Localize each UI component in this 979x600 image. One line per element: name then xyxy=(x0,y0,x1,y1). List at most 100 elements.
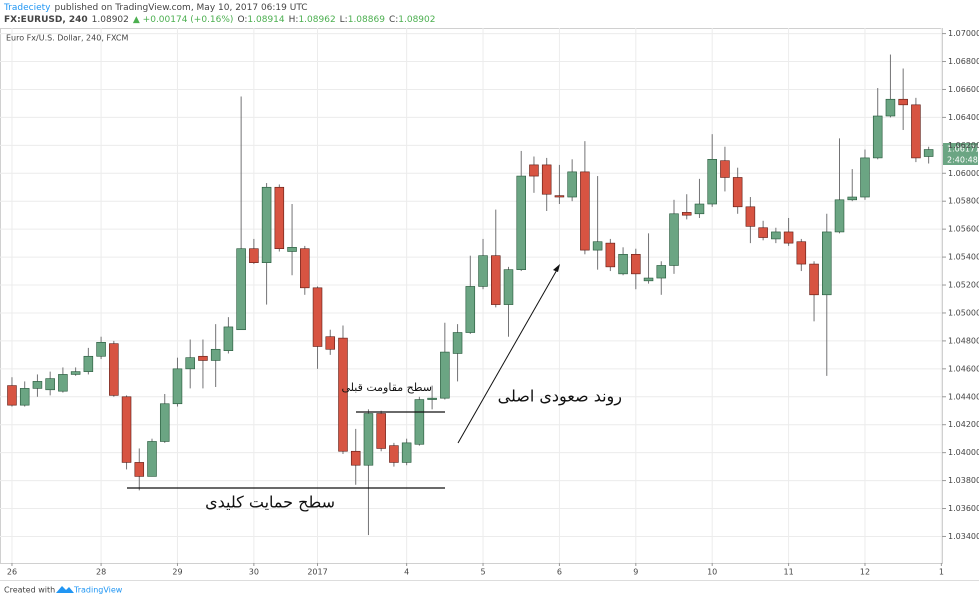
candle-body xyxy=(656,265,667,279)
candle-body xyxy=(236,248,246,331)
y-tick-label: 1.05200 xyxy=(948,281,979,290)
y-tick-label: 1.04800 xyxy=(948,336,979,345)
candle-body xyxy=(720,160,730,178)
candle-body xyxy=(681,212,692,216)
x-tick-label: 9 xyxy=(633,568,638,577)
y-tick-label: 1.04200 xyxy=(948,420,979,429)
candle-body xyxy=(363,413,374,466)
y-tick-label: 1.06800 xyxy=(948,57,979,66)
candle-body xyxy=(185,357,195,370)
candle-body xyxy=(554,195,565,198)
y-tick-label: 1.06200 xyxy=(948,141,979,150)
candle-body xyxy=(249,248,259,263)
candle-body xyxy=(96,341,106,357)
y-tick-label: 1.05400 xyxy=(948,253,979,262)
ohlc-value: 1.08869 xyxy=(348,15,385,25)
ohlc-value: 1.08962 xyxy=(298,15,335,25)
ohlc-label: O: xyxy=(237,15,247,25)
price-label: 1.06171 xyxy=(947,145,979,154)
y-tick-label: 1.03600 xyxy=(948,504,979,513)
candle-body xyxy=(745,206,756,227)
candle-body xyxy=(631,253,641,275)
candle-body xyxy=(172,368,183,405)
candle-body xyxy=(478,255,488,287)
trend-arrow xyxy=(457,267,559,444)
candle-body xyxy=(376,413,386,449)
candle-body xyxy=(516,175,526,270)
candle-body xyxy=(707,159,717,205)
y-tick-label: 1.04400 xyxy=(948,392,979,401)
candle-body xyxy=(389,445,399,463)
candle-body xyxy=(580,171,590,251)
candle-body xyxy=(911,104,921,159)
candle-body xyxy=(147,441,157,477)
countdown-box xyxy=(943,154,978,165)
candle-body xyxy=(860,157,870,198)
price-box xyxy=(943,143,978,154)
x-tick-label: 29 xyxy=(172,568,182,577)
candle-body xyxy=(618,253,628,275)
x-tick-label: 12 xyxy=(860,568,870,577)
candle-body xyxy=(401,442,412,463)
candle-body xyxy=(338,337,348,452)
candle-body xyxy=(274,186,285,250)
candles xyxy=(7,54,934,536)
ohlc-value: 1.08914 xyxy=(247,15,284,25)
candle-body xyxy=(783,231,794,244)
y-tick-label: 1.05600 xyxy=(948,225,979,234)
header-line: Tradeciety published on TradingView.com, … xyxy=(3,3,308,13)
x-tick-label: 1 xyxy=(939,568,944,577)
candle-body xyxy=(834,199,845,233)
candle-body xyxy=(109,343,119,396)
candle-body xyxy=(872,115,883,159)
candle-body xyxy=(312,287,323,347)
candle-body xyxy=(427,397,437,400)
candle-body xyxy=(796,241,807,265)
y-tick-label: 1.04000 xyxy=(948,448,979,457)
candle-body xyxy=(541,164,552,195)
candle-body xyxy=(491,255,501,305)
candle-body xyxy=(287,247,297,252)
x-tick-label: 6 xyxy=(557,568,562,577)
candle-body xyxy=(567,171,577,198)
x-tick-label: 11 xyxy=(783,568,793,577)
x-tick-label: 28 xyxy=(96,568,106,577)
last-price: 1.08902 xyxy=(92,15,129,25)
candle-body xyxy=(19,388,30,406)
candle-body xyxy=(121,396,132,463)
x-tick-label: 30 xyxy=(249,568,259,577)
change: ▲ +0.00174 (+0.16%) xyxy=(133,15,234,25)
candle-body xyxy=(885,98,896,117)
candle-body xyxy=(7,385,17,406)
x-tick-label: 10 xyxy=(707,568,717,577)
candle-body xyxy=(809,263,819,296)
annotation: روند صعودی اصلی xyxy=(498,387,622,407)
x-tick-label: 5 xyxy=(480,568,485,577)
y-tick-label: 1.05000 xyxy=(948,308,979,317)
published: published on TradingView.com, May 10, 20… xyxy=(54,3,307,13)
candle-body xyxy=(45,378,55,391)
candle-body xyxy=(923,149,934,157)
footer-brand[interactable]: TradingView xyxy=(73,586,123,595)
candle-body xyxy=(592,241,603,251)
candle-body xyxy=(300,248,310,289)
candle-body xyxy=(529,164,539,177)
candle-body xyxy=(694,203,705,215)
countdown: 2:40:48 xyxy=(947,156,978,165)
tv-logo xyxy=(56,586,74,593)
candle-body xyxy=(465,286,476,333)
author[interactable]: Tradeciety xyxy=(3,3,51,13)
annotation: سطح حمایت کلیدی xyxy=(205,493,335,513)
plot-frame xyxy=(0,28,943,564)
y-tick-label: 1.04600 xyxy=(948,364,979,373)
candle-body xyxy=(32,381,43,389)
candle-body xyxy=(771,231,781,240)
candle-body xyxy=(605,242,616,268)
candle-body xyxy=(758,227,768,238)
candle-body xyxy=(414,399,425,445)
candle-body xyxy=(325,336,336,350)
x-tick-label: 2017 xyxy=(307,568,327,577)
candle-body xyxy=(669,213,679,266)
y-tick-label: 1.03800 xyxy=(948,476,979,485)
